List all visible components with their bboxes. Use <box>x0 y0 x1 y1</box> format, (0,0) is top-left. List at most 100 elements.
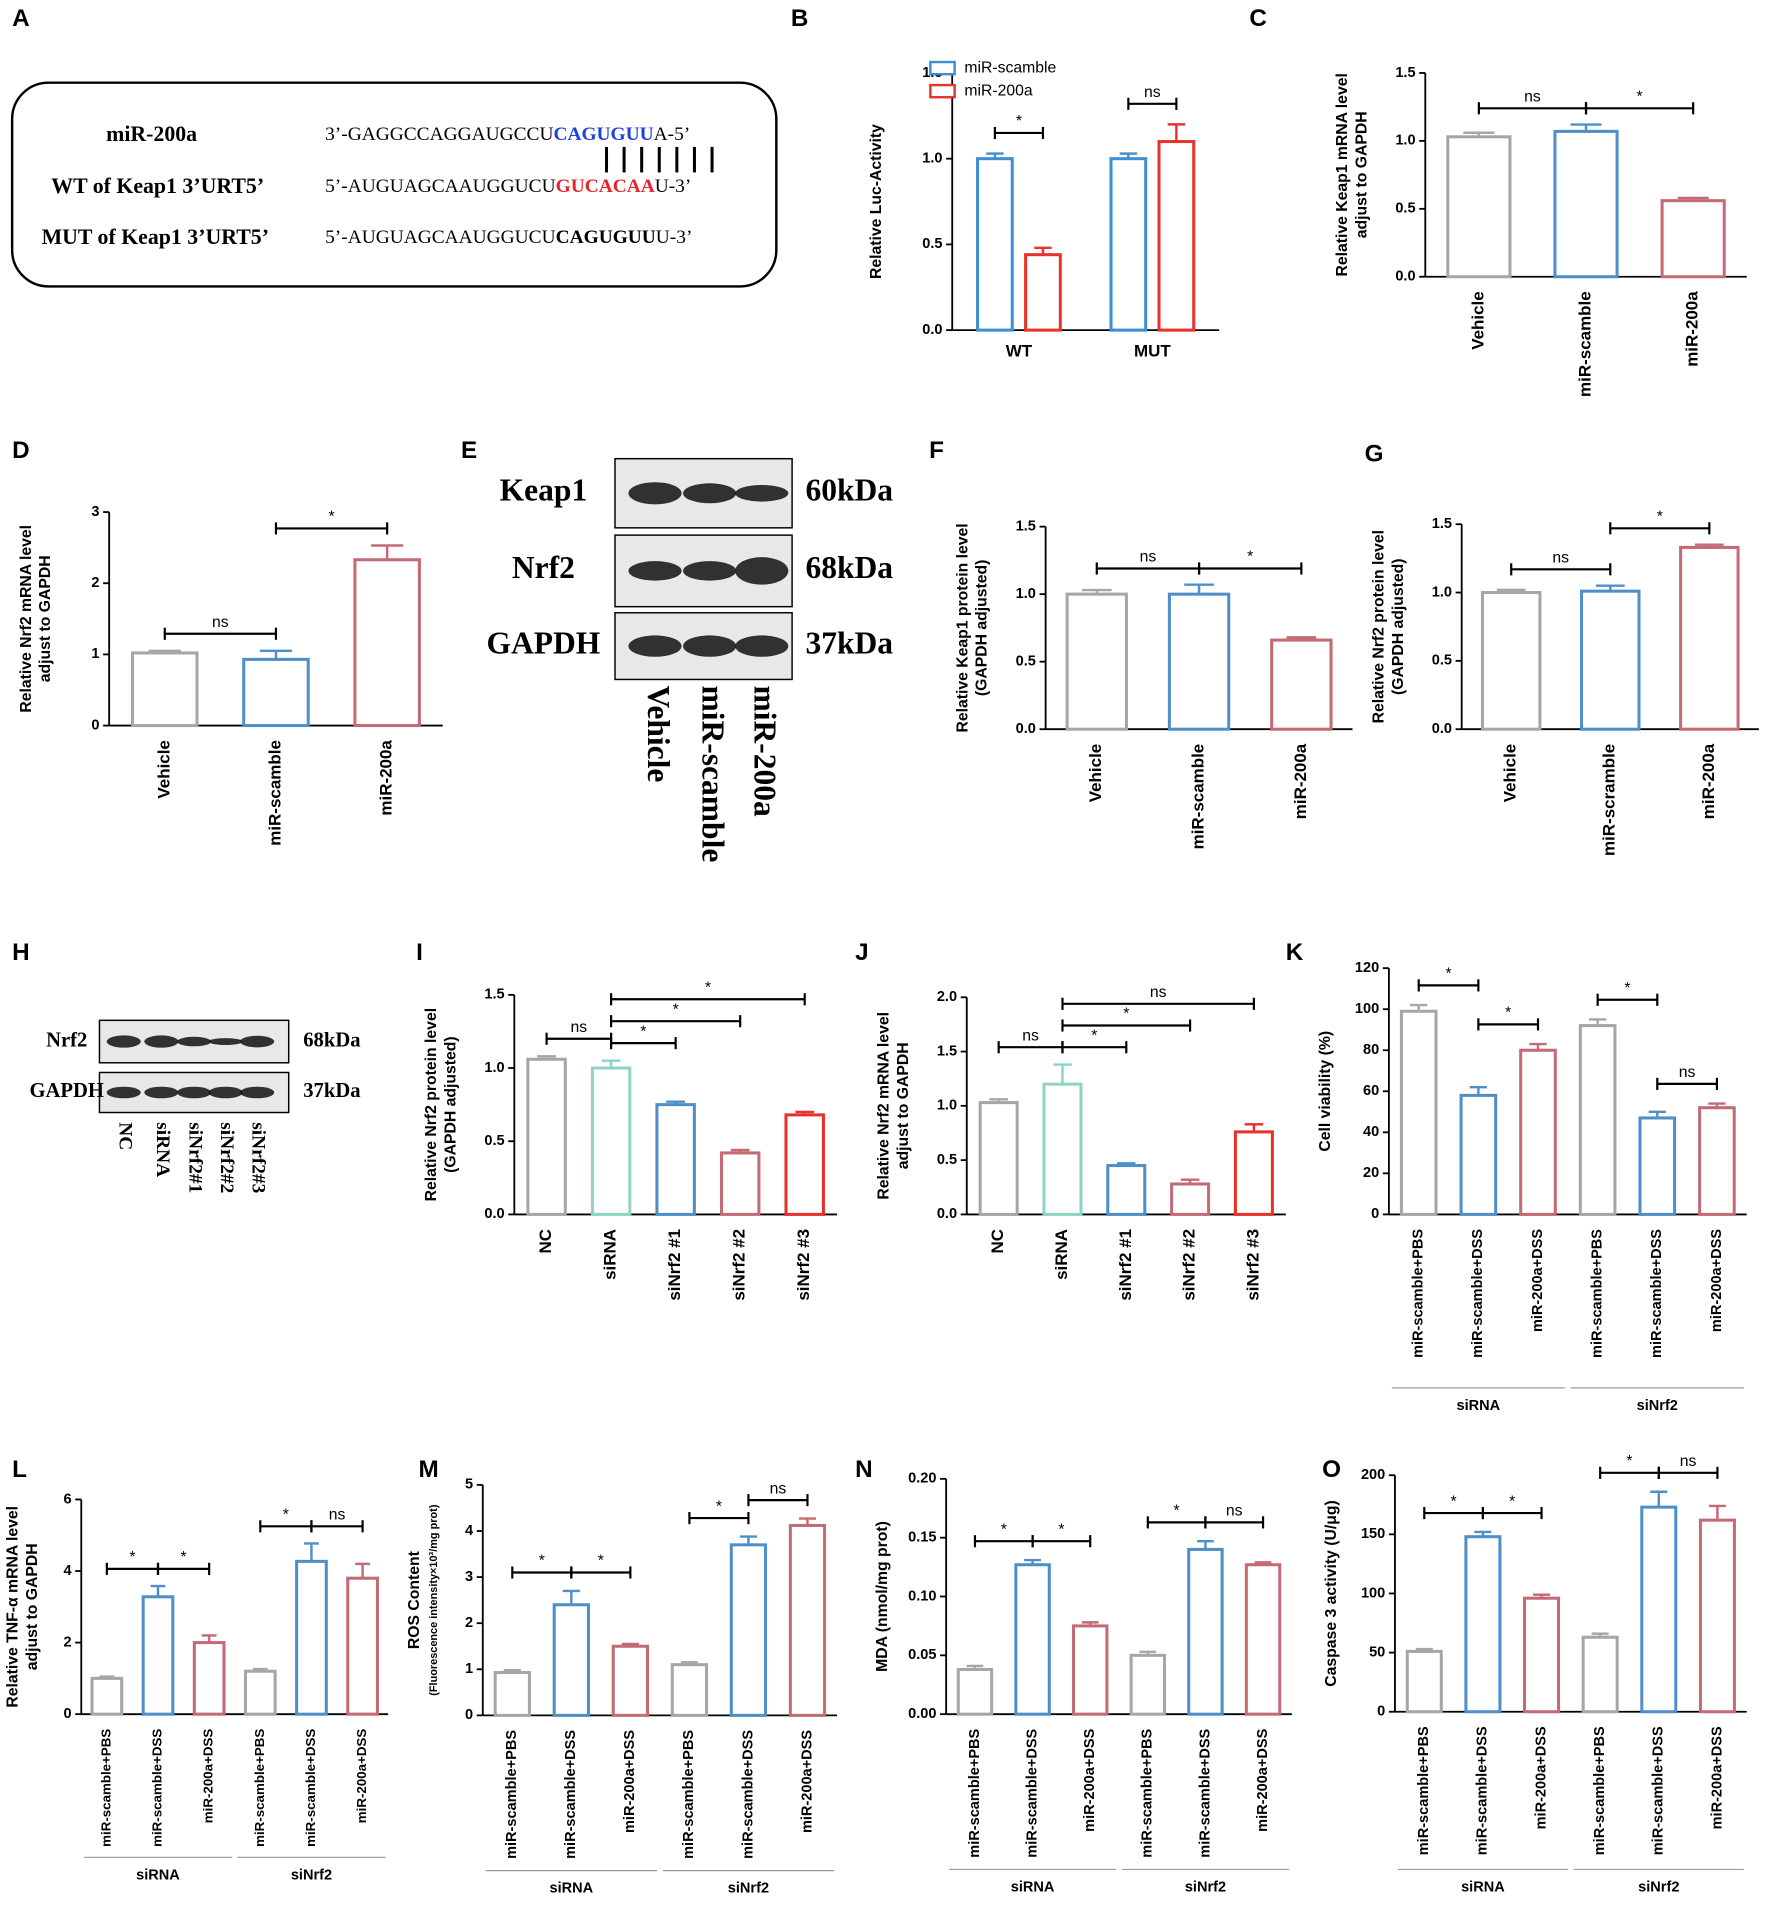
y-tick-label: 1.5 <box>937 1043 957 1059</box>
blot-band <box>683 561 737 581</box>
y-tick-label: 1 <box>91 646 99 662</box>
blot-band <box>735 557 789 585</box>
x-tick-label: miR-200a+DSS <box>1709 1229 1725 1332</box>
significance-label: * <box>328 509 334 526</box>
y-tick-label: 3 <box>91 504 99 520</box>
sequence: 3’-GAGGCCAGGAUGCCUCAGUGUUA-5’ <box>325 124 690 145</box>
x-tick-label: MUT <box>1134 341 1171 360</box>
significance-label: ns <box>329 1507 346 1524</box>
x-tick-label: miR-200a+DSS <box>201 1729 216 1824</box>
y-axis-label: adjust to GAPDH <box>1353 111 1370 238</box>
bar <box>1233 1130 1274 1216</box>
sequence-suffix: U-3’ <box>655 177 692 198</box>
lane-label: siNrf2#2 <box>216 1122 237 1193</box>
x-tick-label: miR-200a+DSS <box>354 1729 369 1824</box>
panel-label: H <box>12 939 30 966</box>
panel-label: C <box>1249 5 1267 32</box>
sequence-suffix: U-3’ <box>656 228 693 249</box>
x-tick-label: miR-scamble+PBS <box>1411 1229 1427 1358</box>
protein-name: GAPDH <box>30 1080 104 1102</box>
seed-site: CAGUGUU <box>556 228 656 249</box>
lane-label: miR-scamble <box>695 686 730 863</box>
y-axis-label: Relative TNF-α mRNA level <box>4 1506 21 1708</box>
bar <box>590 1066 632 1216</box>
x-tick-label: miR-200a <box>1699 743 1718 819</box>
bar <box>1553 129 1619 279</box>
y-axis-label: MDA (nmol/mg prot) <box>874 1521 891 1672</box>
x-tick-label: miR-200a+DSS <box>622 1730 638 1833</box>
x-tick-label: miR-scamble+DSS <box>1470 1229 1486 1358</box>
bar <box>1640 1505 1678 1714</box>
x-tick-label: WT <box>1006 341 1033 360</box>
bar <box>90 1676 124 1716</box>
lane-label: Vehicle <box>641 686 676 783</box>
x-tick-label: Vehicle <box>1501 744 1520 803</box>
bar <box>1024 253 1062 332</box>
y-axis-label: Relative Nrf2 protein level <box>1370 530 1387 723</box>
blot-band <box>735 484 789 502</box>
y-tick-label: 1.0 <box>1432 584 1452 600</box>
x-tick-label: miR-scamble+DSS <box>303 1729 318 1847</box>
y-tick-label: 1.5 <box>1432 516 1452 532</box>
y-tick-label: 150 <box>1361 1526 1385 1542</box>
y-tick-label: 2 <box>465 1615 473 1631</box>
x-tick-label: siRNA <box>601 1229 620 1280</box>
y-tick-label: 0.5 <box>937 1152 957 1168</box>
y-tick-label: 4 <box>63 1563 72 1579</box>
panel-label: D <box>12 437 30 464</box>
y-axis-label: (Fluorescence intensity×10³/mg prot) <box>428 1504 440 1696</box>
bar <box>1042 1082 1083 1216</box>
bar <box>719 1151 761 1216</box>
y-tick-label: 1 <box>465 1661 473 1677</box>
y-tick-label: 0.0 <box>1395 269 1415 285</box>
protein-size: 60kDa <box>805 473 893 508</box>
panel-label: K <box>1286 939 1304 966</box>
x-tick-label: Vehicle <box>154 740 173 799</box>
y-axis-label: Relative Nrf2 protein level <box>423 1008 440 1201</box>
x-tick-label: NC <box>536 1229 555 1254</box>
group-label: siRNA <box>1457 1398 1501 1414</box>
y-tick-label: 0.5 <box>922 236 942 252</box>
bar <box>141 1595 175 1716</box>
blot-band <box>240 1086 275 1099</box>
blot-band <box>628 635 682 657</box>
y-axis-label: adjust to GAPDH <box>895 1042 912 1169</box>
significance-label: ns <box>1226 1503 1243 1520</box>
y-tick-label: 0.5 <box>1395 201 1415 217</box>
sequence-suffix: A-5’ <box>654 124 691 145</box>
y-axis-label: (GAPDH adjusted) <box>974 560 991 697</box>
bar <box>1109 157 1148 332</box>
bar <box>1071 1624 1109 1716</box>
y-tick-label: 100 <box>1355 1001 1379 1017</box>
x-tick-label: miR-200a <box>1683 291 1702 367</box>
y-tick-label: 0.0 <box>484 1206 504 1222</box>
bar <box>1270 638 1333 731</box>
group-label: siRNA <box>1011 1879 1055 1895</box>
y-axis-label: Relative Keap1 protein level <box>954 523 971 732</box>
seed-site: GUCACAA <box>556 177 655 198</box>
bar <box>1187 1547 1224 1716</box>
significance-label: * <box>1626 1453 1632 1470</box>
significance-label: * <box>129 1549 135 1566</box>
bar <box>295 1559 328 1716</box>
bar <box>1660 199 1726 279</box>
significance-label: ns <box>1022 1027 1039 1044</box>
bar <box>1679 545 1740 731</box>
y-tick-label: 2 <box>63 1634 71 1650</box>
x-tick-label: miR-scramble <box>1600 744 1619 856</box>
blot-band <box>177 1086 212 1099</box>
bar <box>1459 1093 1498 1216</box>
protein-name: Keap1 <box>500 473 588 508</box>
group-label: siRNA <box>136 1867 180 1883</box>
x-tick-label: miR-scamble+PBS <box>98 1729 113 1847</box>
bar <box>242 657 310 728</box>
bar <box>1638 1116 1677 1216</box>
significance-label: * <box>1123 1006 1129 1023</box>
significance-label: * <box>640 1023 646 1040</box>
x-tick-label: miR-200a+DSS <box>799 1730 815 1833</box>
y-tick-label: 1.0 <box>1395 133 1415 149</box>
y-tick-label: 0 <box>1377 1704 1385 1720</box>
x-tick-label: NC <box>988 1229 1007 1254</box>
y-tick-label: 4 <box>465 1523 474 1539</box>
